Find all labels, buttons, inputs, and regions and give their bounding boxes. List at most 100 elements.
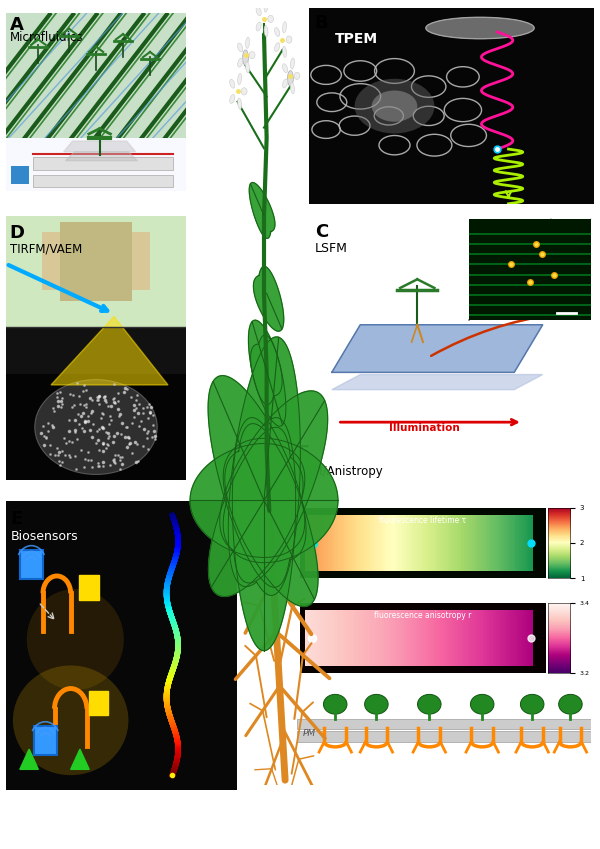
Point <box>107 413 116 427</box>
Point <box>80 453 90 466</box>
Text: D: D <box>10 224 25 243</box>
Point <box>78 406 88 419</box>
Point <box>104 438 113 452</box>
Bar <box>448 610 450 666</box>
Bar <box>487 610 490 666</box>
Bar <box>378 514 380 571</box>
Bar <box>399 514 401 571</box>
Bar <box>356 514 359 571</box>
Point <box>50 448 60 462</box>
Bar <box>329 514 331 571</box>
Bar <box>427 610 428 666</box>
Bar <box>411 514 413 571</box>
Bar <box>466 514 468 571</box>
Bar <box>463 514 465 571</box>
Bar <box>433 514 435 571</box>
Bar <box>385 514 388 571</box>
Ellipse shape <box>245 62 250 73</box>
Bar <box>379 514 382 571</box>
Point <box>46 438 55 452</box>
Point <box>82 383 91 396</box>
Point <box>43 416 53 430</box>
Bar <box>524 610 526 666</box>
Point <box>139 422 149 436</box>
Ellipse shape <box>275 27 280 37</box>
Bar <box>518 610 520 666</box>
Bar <box>457 514 459 571</box>
Bar <box>408 610 410 666</box>
Point <box>56 401 66 414</box>
Ellipse shape <box>418 694 441 714</box>
Polygon shape <box>64 141 136 152</box>
Point <box>93 457 103 470</box>
Point <box>70 423 79 436</box>
Bar <box>359 514 362 571</box>
Point <box>70 398 79 412</box>
Bar <box>464 610 467 666</box>
Bar <box>472 514 474 571</box>
Point <box>93 391 103 405</box>
Polygon shape <box>71 749 89 769</box>
Bar <box>334 514 336 571</box>
Point <box>75 397 85 411</box>
Point <box>130 397 139 411</box>
Point <box>77 422 87 436</box>
Point <box>94 390 103 403</box>
Point <box>58 455 67 469</box>
Bar <box>297 719 591 729</box>
Bar <box>361 514 364 571</box>
Bar <box>492 514 494 571</box>
Point <box>83 414 92 428</box>
Bar <box>367 514 370 571</box>
Point <box>124 437 134 451</box>
Point <box>136 414 146 428</box>
Point <box>149 424 158 438</box>
Point <box>40 430 49 443</box>
Bar <box>430 514 431 571</box>
Bar <box>485 610 488 666</box>
Bar <box>347 514 350 571</box>
Point <box>70 413 80 427</box>
Point <box>74 417 84 430</box>
Point <box>113 426 122 440</box>
Bar <box>11 166 29 184</box>
Bar <box>436 514 438 571</box>
Bar <box>359 610 362 666</box>
Point <box>130 435 139 448</box>
Bar <box>449 514 451 571</box>
Bar <box>472 610 474 666</box>
Bar <box>373 610 376 666</box>
Bar <box>395 610 397 666</box>
Bar <box>519 514 521 571</box>
Bar <box>519 610 521 666</box>
Bar <box>498 610 500 666</box>
Point <box>73 377 82 391</box>
Bar <box>367 610 370 666</box>
Bar <box>375 610 377 666</box>
Point <box>127 447 137 460</box>
Point <box>56 385 65 398</box>
Ellipse shape <box>275 42 280 52</box>
Bar <box>440 610 442 666</box>
Bar <box>475 514 477 571</box>
Bar <box>405 514 407 571</box>
Bar <box>501 514 503 571</box>
Point <box>113 402 123 415</box>
Point <box>113 448 122 462</box>
Ellipse shape <box>559 694 582 714</box>
Point <box>125 436 135 450</box>
Bar <box>460 514 462 571</box>
Bar <box>416 610 418 666</box>
Point <box>98 444 107 458</box>
Bar <box>332 514 334 571</box>
Bar <box>331 514 333 571</box>
Point <box>106 408 115 422</box>
Point <box>87 430 97 444</box>
Ellipse shape <box>249 52 255 59</box>
Bar <box>430 610 431 666</box>
Point <box>109 452 118 465</box>
Point <box>109 455 118 469</box>
Bar <box>419 610 421 666</box>
Point <box>122 441 131 454</box>
Bar <box>323 610 325 666</box>
